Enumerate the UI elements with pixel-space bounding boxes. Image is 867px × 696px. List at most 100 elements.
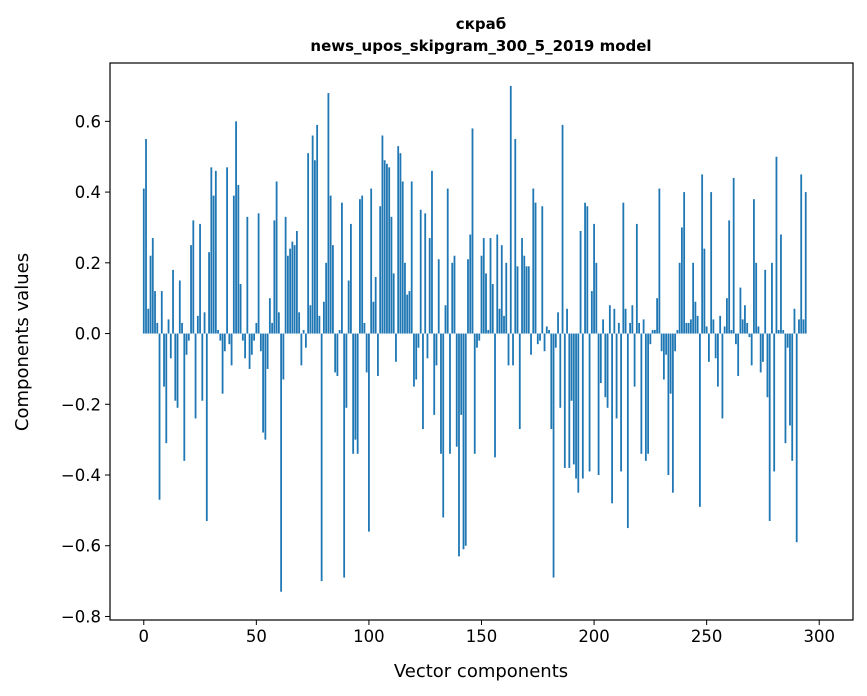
bar-19 <box>185 333 188 355</box>
bar-108 <box>386 163 388 334</box>
bar-112 <box>395 333 397 362</box>
bar-158 <box>498 308 501 334</box>
bar-18 <box>183 333 186 461</box>
bar-6 <box>156 322 159 334</box>
bar-184 <box>557 312 559 334</box>
bar-124 <box>422 333 424 430</box>
bar-85 <box>334 333 337 373</box>
bar-122 <box>417 333 420 348</box>
bar-178 <box>543 333 546 352</box>
bar-180 <box>548 330 550 334</box>
bar-284 <box>782 330 785 334</box>
bar-236 <box>674 333 677 352</box>
bar-202 <box>597 333 600 475</box>
bar-208 <box>611 333 613 504</box>
y-tick-label: 0.4 <box>75 183 101 202</box>
bar-167 <box>518 333 521 430</box>
bar-193 <box>577 333 580 493</box>
bar-111 <box>392 273 395 334</box>
bar-41 <box>235 121 237 334</box>
bar-182 <box>552 333 555 578</box>
bar-1 <box>145 139 147 334</box>
bar-148 <box>476 333 478 348</box>
bar-3 <box>149 255 152 334</box>
bar-227 <box>653 330 656 334</box>
bar-195 <box>581 333 584 479</box>
bar-117 <box>406 294 409 334</box>
bar-290 <box>795 333 798 543</box>
bar-119 <box>410 181 413 334</box>
bar-98 <box>363 322 366 334</box>
bar-154 <box>489 238 492 334</box>
chart-subtitle: news_upos_skipgram_300_5_2019 model <box>310 37 651 55</box>
bar-270 <box>750 333 753 366</box>
bar-277 <box>766 333 769 398</box>
bar-215 <box>626 333 629 529</box>
bar-221 <box>640 333 643 454</box>
bar-142 <box>462 333 465 550</box>
bar-268 <box>746 322 749 334</box>
bar-264 <box>737 333 740 376</box>
bar-163 <box>509 85 512 334</box>
bar-219 <box>635 223 638 334</box>
bar-248 <box>701 174 704 334</box>
bar-188 <box>566 308 568 334</box>
bar-81 <box>325 262 328 334</box>
bar-205 <box>604 333 607 398</box>
bar-9 <box>163 333 165 387</box>
bar-15 <box>176 333 179 408</box>
bar-257 <box>721 333 724 419</box>
bar-177 <box>541 206 544 334</box>
bar-43 <box>239 284 242 334</box>
bar-192 <box>575 333 577 479</box>
bar-44 <box>241 333 244 341</box>
bar-181 <box>550 333 553 430</box>
bar-183 <box>554 333 557 348</box>
bar-31 <box>212 195 215 334</box>
bar-12 <box>169 333 172 359</box>
bar-293 <box>802 319 805 334</box>
bar-33 <box>217 330 219 334</box>
bar-159 <box>500 245 503 334</box>
bar-282 <box>777 330 780 334</box>
bar-199 <box>590 291 593 334</box>
bar-17 <box>181 322 183 334</box>
bar-263 <box>735 333 737 345</box>
bar-133 <box>442 333 445 518</box>
bar-106 <box>381 135 384 334</box>
bar-194 <box>579 230 582 334</box>
bar-191 <box>572 333 575 465</box>
bar-186 <box>561 124 564 334</box>
bar-141 <box>460 333 463 415</box>
bar-102 <box>372 301 375 334</box>
bar-242 <box>687 322 690 334</box>
bar-251 <box>708 333 710 362</box>
bar-7 <box>158 333 161 500</box>
bar-240 <box>683 192 686 334</box>
bar-67 <box>293 245 296 334</box>
bar-121 <box>415 333 418 380</box>
bar-234 <box>669 333 672 394</box>
bar-84 <box>332 245 334 334</box>
bar-105 <box>379 206 382 334</box>
bar-28 <box>205 333 208 521</box>
bar-274 <box>759 333 762 373</box>
bar-61 <box>280 333 283 592</box>
x-tick-label: 150 <box>466 627 498 646</box>
bar-100 <box>368 333 370 532</box>
bar-115 <box>401 181 404 334</box>
bar-152 <box>485 273 487 334</box>
bar-147 <box>473 333 476 454</box>
bar-65 <box>289 248 292 334</box>
bar-64 <box>286 255 289 334</box>
bar-86 <box>336 333 339 376</box>
bar-54 <box>264 333 267 440</box>
bar-126 <box>426 333 429 359</box>
bar-169 <box>523 255 526 334</box>
bar-190 <box>570 333 573 401</box>
bar-5 <box>154 291 156 334</box>
bar-222 <box>642 319 645 334</box>
bar-272 <box>755 262 758 334</box>
bar-72 <box>304 333 307 348</box>
bar-101 <box>370 188 373 334</box>
